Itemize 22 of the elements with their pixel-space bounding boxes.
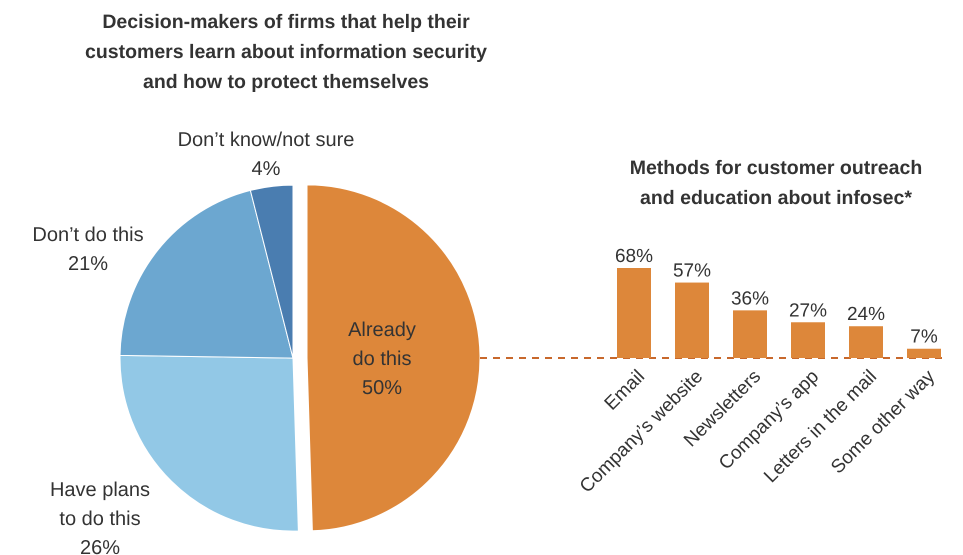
data-label: 21%	[68, 253, 108, 275]
data-label: 68%	[614, 246, 654, 267]
data-label: 57%	[672, 260, 712, 282]
chart-title: Methods for customer outreach and education about infosec*	[630, 157, 922, 209]
slice-label: Don’t do this	[32, 224, 144, 246]
bar	[907, 348, 941, 358]
data-label: 4%	[252, 158, 281, 180]
data-label: 24%	[846, 304, 886, 326]
slice-label: Don’t know/not sure	[178, 129, 354, 151]
bar	[617, 268, 651, 358]
slice-label: Already do this	[348, 319, 416, 370]
slice-label: Have plans to do this	[50, 479, 150, 530]
bar	[791, 322, 825, 358]
bar	[733, 310, 767, 358]
data-label: 27%	[788, 300, 828, 322]
bar	[849, 326, 883, 358]
chart-title: Decision-makers of firms that help their customers learn about information security and how to protect themselves	[84, 11, 488, 93]
data-label: 26%	[80, 537, 120, 555]
data-label: 50%	[362, 377, 402, 399]
data-label: 36%	[730, 288, 770, 310]
data-label: 7%	[910, 326, 938, 348]
bar	[675, 282, 709, 358]
